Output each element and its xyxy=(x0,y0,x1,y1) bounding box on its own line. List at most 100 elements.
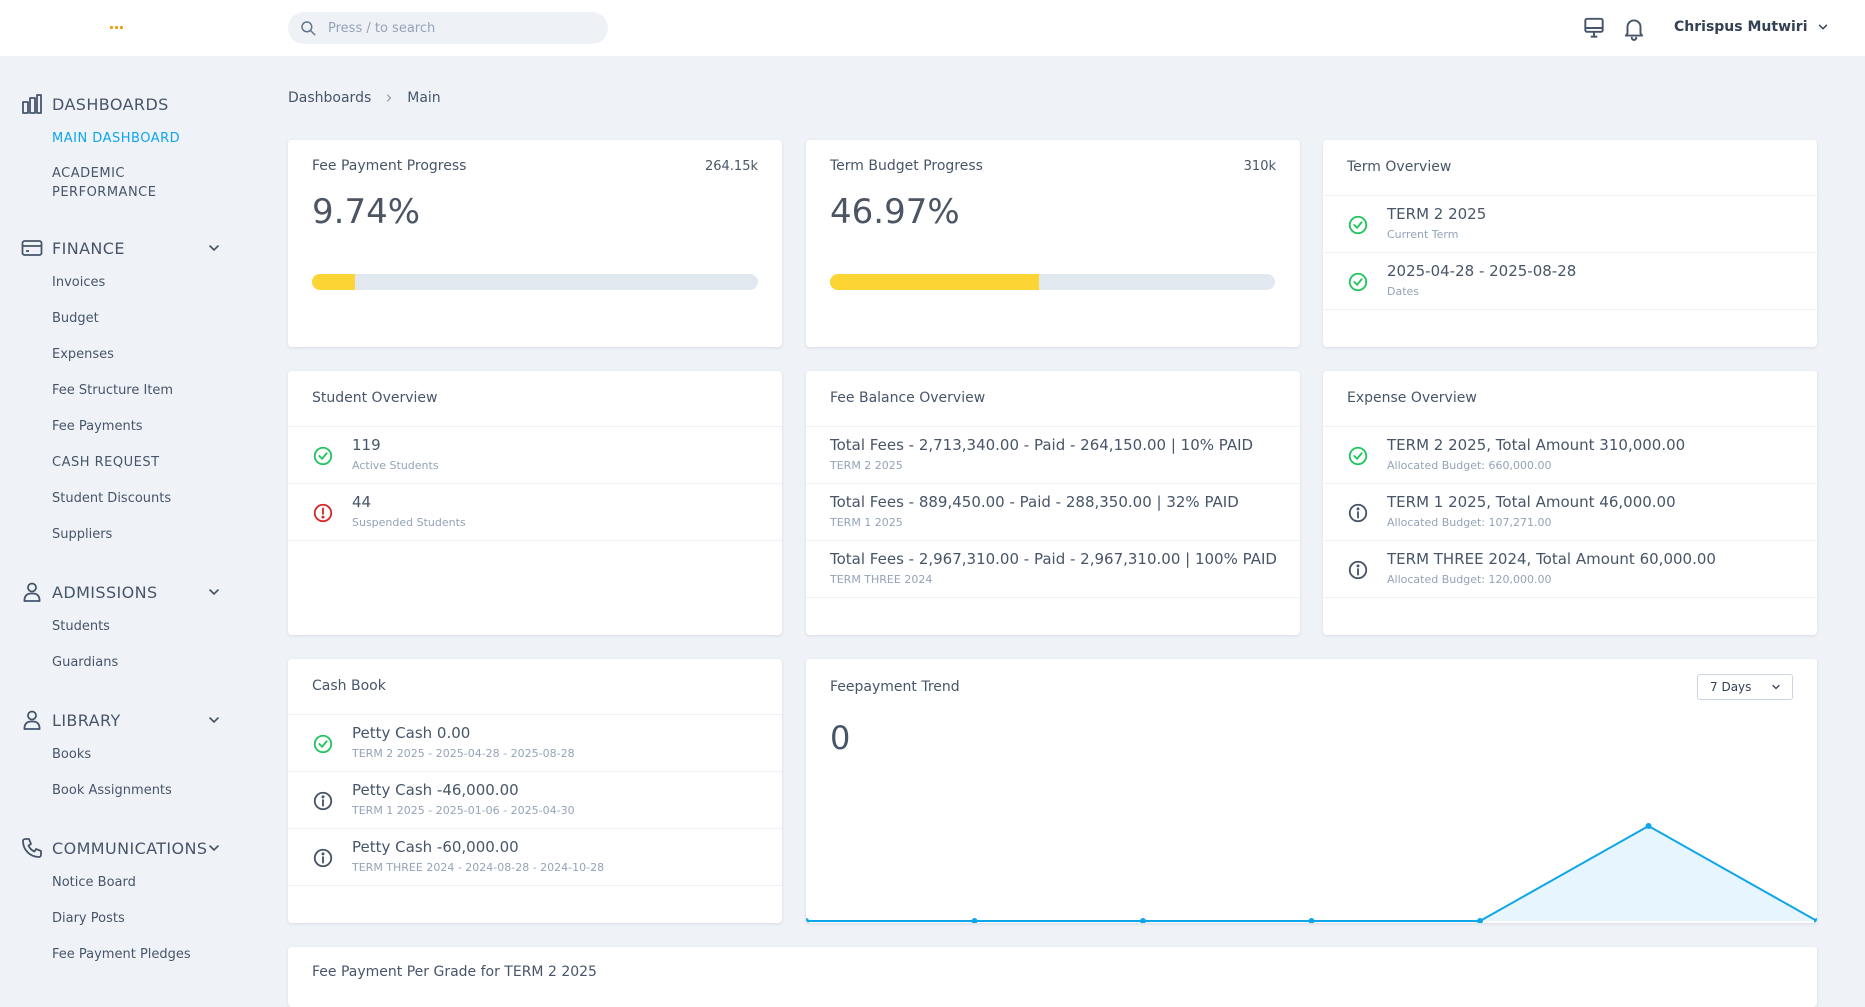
monitor-icon[interactable] xyxy=(1581,15,1607,41)
search-bar[interactable] xyxy=(288,12,608,44)
sidebar-item-cash-request[interactable]: CASH REQUEST xyxy=(52,455,160,470)
list-item-subtitle: Active Students xyxy=(352,459,439,472)
breadcrumb-dashboards[interactable]: Dashboards xyxy=(288,90,372,106)
info-circle-icon xyxy=(313,791,333,811)
range-select[interactable]: 7 Days xyxy=(1697,674,1793,700)
fee-per-grade-card: Fee Payment Per Grade for TERM 2 2025 xyxy=(288,947,1817,1007)
list-item-title: 119 xyxy=(352,436,381,454)
list-item: Petty Cash 0.00 TERM 2 2025 - 2025-04-28… xyxy=(288,715,782,772)
trend-point[interactable] xyxy=(1477,918,1483,923)
sidebar-item-diary-posts[interactable]: Diary Posts xyxy=(52,911,125,926)
fee-total: 264.15k xyxy=(704,159,758,174)
sidebar-item-guardians[interactable]: Guardians xyxy=(52,655,119,670)
sidebar-section-title: DASHBOARDS xyxy=(52,94,169,114)
list-item: 119 Active Students xyxy=(288,427,782,484)
sidebar-section-title: COMMUNICATIONS xyxy=(52,838,208,858)
list-item: Total Fees - 2,713,340.00 - Paid - 264,1… xyxy=(806,427,1300,484)
sidebar-item-academic[interactable]: ACADEMIC xyxy=(52,166,125,181)
card-title: Fee Balance Overview xyxy=(830,390,986,406)
trend-point[interactable] xyxy=(1645,823,1652,829)
list-item-subtitle: TERM 2 2025 - 2025-04-28 - 2025-08-28 xyxy=(352,747,575,760)
sidebar-item-suppliers[interactable]: Suppliers xyxy=(52,527,113,542)
card-header: Fee Balance Overview xyxy=(806,371,1300,427)
card-title: Term Overview xyxy=(1347,159,1452,175)
sidebar-item-student-discounts[interactable]: Student Discounts xyxy=(52,491,172,506)
trend-point[interactable] xyxy=(806,918,809,923)
sidebar-item-expenses[interactable]: Expenses xyxy=(52,347,114,362)
student-overview-card: Student Overview 119 Active Students 44 … xyxy=(288,371,782,635)
list-item: TERM 1 2025, Total Amount 46,000.00 Allo… xyxy=(1323,484,1817,541)
info-circle-icon xyxy=(1348,503,1368,523)
list-item-title: TERM 1 2025, Total Amount 46,000.00 xyxy=(1387,493,1676,511)
sidebar-section-title: LIBRARY xyxy=(52,710,121,730)
card-title: Cash Book xyxy=(312,678,386,694)
sidebar-item-performance[interactable]: PERFORMANCE xyxy=(52,185,157,200)
chevron-right-icon xyxy=(387,94,392,102)
feepayment-trend-card: Feepayment Trend 7 Days 0 xyxy=(806,659,1817,923)
sidebar-item-main-dashboard[interactable]: MAIN DASHBOARD xyxy=(52,131,181,146)
sidebar-section-communications[interactable]: COMMUNICATIONS xyxy=(20,836,230,860)
sidebar-item-books[interactable]: Books xyxy=(52,747,92,762)
card-header: Cash Book xyxy=(288,659,782,715)
list-item-title: 44 xyxy=(352,493,372,511)
sidebar-item-invoices[interactable]: Invoices xyxy=(52,275,106,290)
card-title: Expense Overview xyxy=(1347,390,1477,406)
budget-progress-bar xyxy=(830,274,1275,290)
list-item: Petty Cash -46,000.00 TERM 1 2025 - 2025… xyxy=(288,772,782,829)
trend-chart xyxy=(806,823,1817,923)
sidebar-item-notice-board[interactable]: Notice Board xyxy=(52,875,136,890)
card-title: Fee Payment Per Grade for TERM 2 2025 xyxy=(312,964,597,980)
budget-total: 310k xyxy=(1243,159,1276,174)
card-header: Term Overview xyxy=(1323,140,1817,196)
check-circle-icon xyxy=(1348,446,1368,466)
search-input[interactable] xyxy=(328,12,598,44)
term-budget-progress-card: Term Budget Progress 310k 46.97% xyxy=(806,140,1300,347)
list-item: TERM 2 2025, Total Amount 310,000.00 All… xyxy=(1323,427,1817,484)
sidebar-item-budget[interactable]: Budget xyxy=(52,311,99,326)
trend-point[interactable] xyxy=(1308,918,1315,923)
sidebar-item-fee-structure-item[interactable]: Fee Structure Item xyxy=(52,383,174,398)
chevron-down-icon[interactable] xyxy=(206,240,222,256)
sidebar-item-students[interactable]: Students xyxy=(52,619,110,634)
list-item: 2025-04-28 - 2025-08-28 Dates xyxy=(1323,253,1817,310)
sidebar: DASHBOARDS MAIN DASHBOARD ACADEMIC PERFO… xyxy=(0,56,240,978)
list-item-subtitle: Suspended Students xyxy=(352,516,466,529)
sidebar-section-library[interactable]: LIBRARY xyxy=(20,708,230,732)
fee-progress-fill xyxy=(312,274,356,290)
card-title: Feepayment Trend xyxy=(830,679,960,695)
list-item-title: TERM 2 2025, Total Amount 310,000.00 xyxy=(1387,436,1686,454)
check-circle-icon xyxy=(313,734,333,754)
list-item: Total Fees - 889,450.00 - Paid - 288,350… xyxy=(806,484,1300,541)
list-item-subtitle: TERM THREE 2024 - 2024-08-28 - 2024-10-2… xyxy=(352,861,605,874)
info-circle-icon xyxy=(1348,560,1368,580)
chevron-down-icon[interactable] xyxy=(206,584,222,600)
sidebar-section-finance[interactable]: FINANCE xyxy=(20,236,230,260)
alert-circle-icon xyxy=(313,503,333,523)
trend-point[interactable] xyxy=(1814,918,1817,923)
bell-icon[interactable] xyxy=(1621,15,1647,41)
list-item-title: TERM 2 2025 xyxy=(1387,205,1487,223)
fee-balance-overview-card: Fee Balance Overview Total Fees - 2,713,… xyxy=(806,371,1300,635)
sidebar-section-dashboards[interactable]: DASHBOARDS xyxy=(20,92,230,116)
list-item-subtitle: TERM THREE 2024 xyxy=(830,573,933,586)
list-item: TERM 2 2025 Current Term xyxy=(1323,196,1817,253)
user-icon xyxy=(23,710,41,730)
sidebar-item-fee-payments[interactable]: Fee Payments xyxy=(52,419,143,434)
list-item-title: Petty Cash 0.00 xyxy=(352,724,471,742)
list-item-subtitle: TERM 1 2025 - 2025-01-06 - 2025-04-30 xyxy=(352,804,575,817)
sidebar-item-book-assignments[interactable]: Book Assignments xyxy=(52,783,172,798)
card-title: Fee Payment Progress xyxy=(312,158,467,174)
user-menu[interactable]: Chrispus Mutwiri xyxy=(1674,19,1830,35)
fee-payment-progress-card: Fee Payment Progress 264.15k 9.74% xyxy=(288,140,782,347)
logo[interactable] xyxy=(110,14,130,29)
sidebar-item-fee-payment-pledges[interactable]: Fee Payment Pledges xyxy=(52,947,191,962)
user-name: Chrispus Mutwiri xyxy=(1674,19,1808,35)
credit-card-icon xyxy=(21,240,43,256)
term-overview-card: Term Overview TERM 2 2025 Current Term 2… xyxy=(1323,140,1817,347)
trend-point[interactable] xyxy=(1140,918,1146,923)
sidebar-section-admissions[interactable]: ADMISSIONS xyxy=(20,580,230,604)
chevron-down-icon[interactable] xyxy=(206,712,222,728)
chevron-down-icon[interactable] xyxy=(206,840,222,856)
trend-point[interactable] xyxy=(971,918,978,923)
list-item-title: TERM THREE 2024, Total Amount 60,000.00 xyxy=(1387,550,1716,568)
